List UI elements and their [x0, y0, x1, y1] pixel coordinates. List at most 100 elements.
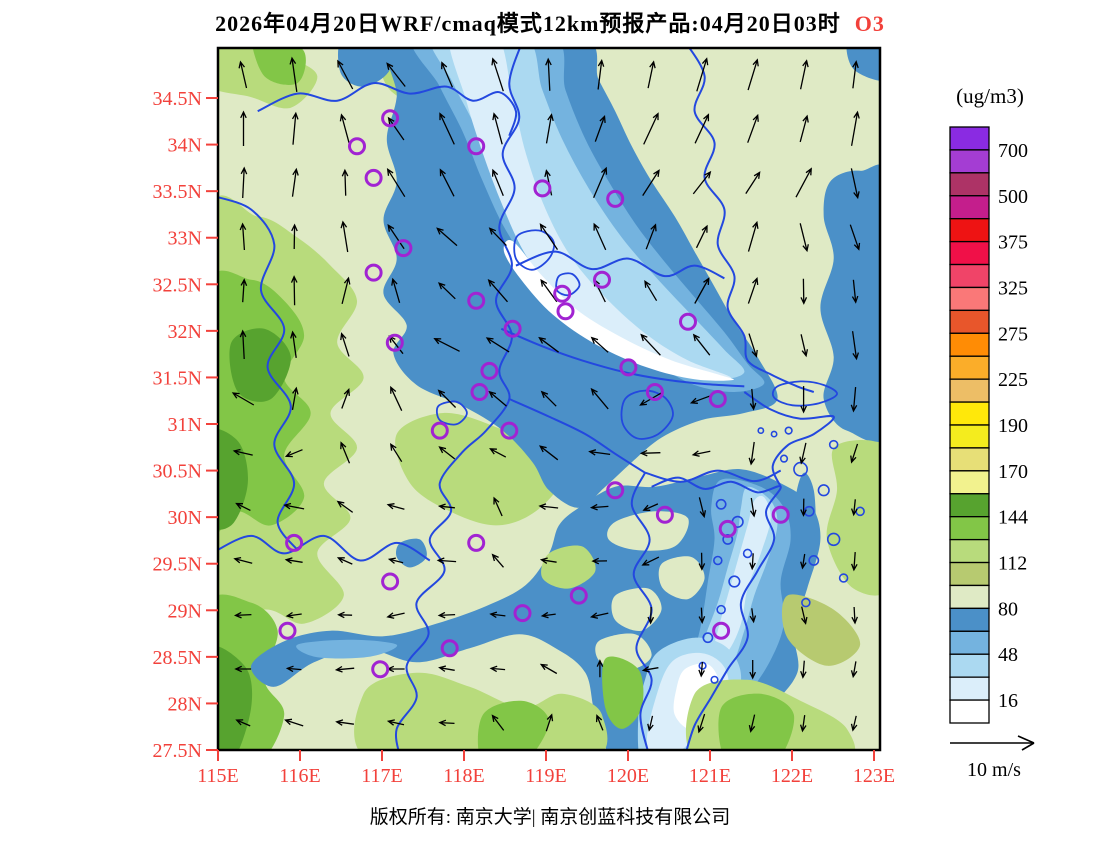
wind-arrow	[748, 714, 756, 733]
wind-arrow	[437, 503, 455, 511]
wind-arrow	[284, 449, 303, 458]
fill-region	[541, 545, 596, 589]
wind-arrow	[485, 337, 510, 353]
figure-title: 2026年04月20日WRF/cmaq模式12km预报产品:04月20日03时 O…	[0, 6, 1100, 38]
city-marker	[679, 312, 697, 331]
colorbar-cell	[949, 470, 990, 495]
wind-arrow	[334, 665, 355, 673]
wind-arrow	[593, 222, 607, 251]
wind-arrow	[233, 556, 253, 564]
wind-arrow	[341, 388, 350, 409]
colorbar-cell	[949, 126, 990, 151]
lon-label: 118E	[443, 765, 484, 787]
colorbar-cell	[949, 332, 990, 357]
wind-arrow	[640, 333, 661, 356]
colorbar-cell	[949, 516, 990, 541]
wind-arrow	[849, 224, 861, 251]
fill-region	[252, 48, 306, 85]
city-marker	[440, 639, 459, 658]
colorbar-cell	[949, 584, 990, 610]
wind-arrow	[695, 224, 708, 249]
wind-arrow	[647, 606, 655, 625]
wind-arrow	[291, 386, 299, 411]
wind-arrow	[747, 58, 759, 91]
island-outline	[808, 555, 820, 566]
lat-label: 27.5N	[153, 740, 202, 762]
wind-arrow	[643, 112, 659, 145]
wind-arrow	[341, 276, 351, 305]
lat-label: 32.5N	[153, 274, 202, 296]
wind-arrow	[386, 503, 405, 510]
lat-label: 34N	[168, 135, 202, 157]
wind-arrow	[387, 224, 405, 250]
island-outline	[722, 533, 734, 545]
wind-arrow	[441, 61, 453, 88]
fill-region	[658, 556, 705, 600]
island-outline	[828, 439, 839, 450]
wind-arrow	[639, 449, 661, 457]
island-outline	[817, 484, 830, 497]
wind-arrow	[641, 666, 659, 673]
city-marker	[606, 481, 625, 500]
island-outline	[715, 498, 727, 510]
city-marker	[467, 291, 486, 310]
wind-arrow	[850, 661, 858, 679]
wind-arrow	[800, 660, 807, 679]
wind-arrow	[692, 333, 711, 356]
city-marker	[285, 533, 304, 552]
wind-arrow	[290, 330, 297, 358]
wind-arrow	[538, 336, 559, 353]
wind-arrow	[852, 60, 859, 89]
wind-arrow	[336, 500, 354, 513]
lake-outline	[435, 400, 468, 426]
colorbar-cell	[949, 218, 990, 243]
wind-arrow	[235, 719, 251, 727]
wind-arrow	[386, 62, 406, 87]
wind-arrow	[799, 59, 809, 90]
map-frame	[216, 46, 882, 752]
wind-arrow	[799, 223, 809, 253]
wind-arrow	[850, 387, 858, 413]
wind-arrow	[488, 390, 507, 407]
boundary-line	[508, 398, 646, 474]
city-marker	[364, 168, 383, 187]
city-marker	[430, 421, 449, 440]
wind-arrow	[799, 715, 807, 733]
island-outline	[801, 597, 811, 608]
city-marker	[371, 660, 390, 679]
axes: 34.5N 34N 33.5N 33N 32.5N 32N 31.5N 31N 30.5N 30N…	[153, 88, 896, 787]
wind-arrow	[438, 446, 456, 460]
wind-arrow	[492, 112, 503, 145]
title-main: 2026年04月20日WRF/cmaq模式12km预报产品:04月20日03时	[215, 11, 841, 36]
wind-arrow	[493, 496, 503, 517]
wind-arrow	[850, 715, 858, 732]
wind-arrow	[799, 114, 809, 143]
wind-arrow	[850, 552, 858, 572]
legend-units: (ug/m3)	[956, 84, 1024, 108]
colorbar-cell	[949, 424, 990, 449]
wind-arrow	[698, 661, 705, 678]
lat-label: 31.5N	[153, 367, 202, 389]
wind-arrow	[591, 557, 608, 565]
wind-arrow	[391, 277, 401, 303]
wind-arrow	[291, 167, 299, 197]
wind-arrow	[850, 168, 860, 200]
city-marker	[385, 333, 404, 352]
fill-region	[218, 646, 253, 750]
wind-arrow	[438, 665, 455, 672]
wind-arrow	[698, 497, 707, 519]
fill-region	[503, 239, 734, 381]
lon-label: 115E	[197, 765, 238, 787]
wind-arrow	[647, 715, 654, 732]
wind-arrow	[284, 557, 303, 564]
wind-arrow	[850, 443, 859, 464]
wind-arrow	[596, 659, 604, 678]
colorbar-cell	[949, 493, 990, 518]
wind-arrow	[436, 557, 457, 565]
colorbar-cell	[949, 538, 990, 564]
colorbar-cell	[949, 378, 990, 403]
lon-label: 119E	[525, 765, 566, 787]
wind-arrow	[647, 60, 656, 89]
lat-label: 32N	[168, 321, 202, 343]
wind-arrow	[694, 277, 710, 304]
